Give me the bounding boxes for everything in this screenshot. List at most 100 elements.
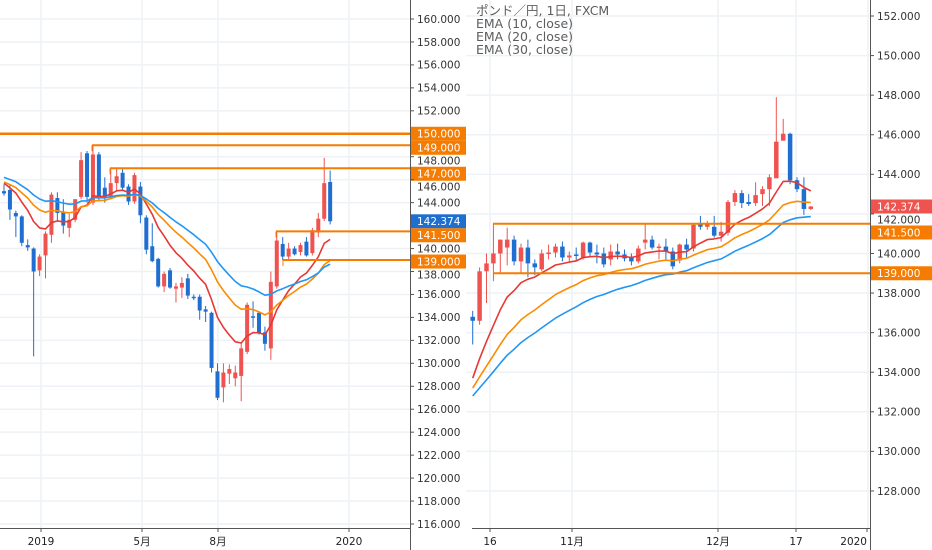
candle xyxy=(286,242,291,261)
candle xyxy=(677,243,682,264)
candle-body xyxy=(227,369,232,374)
price-tick-label: 148.000 xyxy=(417,156,460,168)
level-price-badge xyxy=(871,266,932,281)
candle-body xyxy=(808,206,814,209)
last-price-badge xyxy=(411,214,466,229)
candle-body xyxy=(215,371,220,398)
price-tick-label: 150.000 xyxy=(877,50,920,62)
legend-ema-10[interactable]: EMA (10, close) xyxy=(476,16,574,31)
level-price-label: 147.000 xyxy=(417,169,460,181)
candle-body xyxy=(233,372,238,379)
candle-body xyxy=(753,195,758,204)
candle xyxy=(753,182,758,206)
candle-body xyxy=(120,172,125,188)
candle xyxy=(280,237,285,261)
candle-body xyxy=(767,177,772,190)
candle xyxy=(746,194,751,206)
candle xyxy=(168,268,173,289)
price-tick-label: 124.000 xyxy=(417,427,460,439)
candle-body xyxy=(37,256,42,271)
time-axis: 2019 5月 8月 2020 xyxy=(0,528,410,550)
price-tick-label: 132.000 xyxy=(417,335,460,347)
candle-body xyxy=(608,251,613,260)
price-tick-label: 146.000 xyxy=(877,130,920,142)
price-tick-label: 118.000 xyxy=(417,496,460,508)
candle xyxy=(227,364,232,384)
candle-body xyxy=(280,243,285,257)
price-tick-label: 156.000 xyxy=(417,60,460,72)
candle xyxy=(553,243,558,258)
candle xyxy=(304,237,309,257)
candle-body xyxy=(470,316,475,321)
time-axis-background xyxy=(0,528,410,550)
candle-body xyxy=(322,183,327,219)
candle xyxy=(262,326,267,351)
candle xyxy=(191,294,196,301)
candle xyxy=(684,238,689,258)
candle xyxy=(221,363,226,403)
price-tick-label: 128.000 xyxy=(417,381,460,393)
time-axis-background xyxy=(466,528,870,550)
level-price-label: 141.500 xyxy=(877,227,920,239)
candle-body xyxy=(629,257,634,262)
price-tick-label: 138.000 xyxy=(417,269,460,281)
candle-body xyxy=(85,153,90,197)
legend-ema-30[interactable]: EMA (30, close) xyxy=(476,42,574,57)
candle xyxy=(567,251,572,262)
candle xyxy=(49,192,54,243)
candle-body xyxy=(114,176,119,184)
candle xyxy=(138,181,143,224)
price-tick-label: 158.000 xyxy=(417,37,460,49)
candle-body xyxy=(656,246,662,249)
right-chart-pane[interactable]: 152.000 150.000 148.000 146.000 144.000 142.3… xyxy=(466,0,932,550)
price-tick-label: 148.000 xyxy=(877,90,920,102)
candle-body xyxy=(19,216,24,243)
time-tick-label: 17 xyxy=(789,536,802,548)
candle xyxy=(663,238,669,260)
candle-body xyxy=(504,239,510,248)
price-tick-label: 140.000 xyxy=(877,248,920,260)
candle xyxy=(55,192,60,221)
candle-body xyxy=(150,246,155,262)
time-tick-label: 2019 xyxy=(28,536,55,548)
candle-body xyxy=(7,190,12,210)
left-chart-pane[interactable]: 160.000 158.000 156.000 154.000 152.000 150.0… xyxy=(0,0,466,550)
candle xyxy=(102,177,107,203)
candle xyxy=(546,244,551,260)
candle xyxy=(636,245,641,264)
price-tick-label: 126.000 xyxy=(417,404,460,416)
ema-20-line xyxy=(472,200,811,389)
candle-body xyxy=(801,189,807,209)
candle xyxy=(760,186,765,206)
candle-body xyxy=(580,242,586,258)
legend-ema-20[interactable]: EMA (20, close) xyxy=(476,29,574,44)
candle xyxy=(780,118,786,141)
price-tick-label: 134.000 xyxy=(417,312,460,324)
candle-body xyxy=(787,133,793,181)
candle xyxy=(114,168,119,192)
candle xyxy=(209,311,214,373)
candle-body xyxy=(718,231,724,236)
candle xyxy=(801,177,807,215)
candle-body xyxy=(525,247,531,264)
candle-body xyxy=(102,187,107,197)
candle-body xyxy=(691,224,696,249)
legend-symbol[interactable]: ポンド／円, 1日, FXCM xyxy=(476,3,610,18)
candle-body xyxy=(774,141,779,179)
candle-body xyxy=(573,254,579,256)
candle-body xyxy=(251,316,256,318)
time-tick-label: 16 xyxy=(483,536,497,548)
candle-body xyxy=(546,252,551,254)
candle xyxy=(705,220,710,230)
candle-body xyxy=(705,223,710,227)
candle xyxy=(179,277,184,298)
price-tick-label: 116.000 xyxy=(417,519,460,531)
candle-body xyxy=(670,251,676,267)
candle-body xyxy=(79,160,84,197)
time-axis: 16 11月 12月 17 2020 xyxy=(466,528,870,550)
candle xyxy=(13,210,18,238)
candle-body xyxy=(698,223,703,227)
candle xyxy=(670,247,676,270)
candle xyxy=(215,363,220,401)
